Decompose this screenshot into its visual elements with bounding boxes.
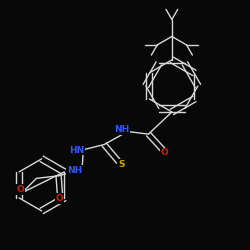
Text: O: O: [161, 148, 169, 157]
Text: NH: NH: [67, 166, 82, 175]
Text: S: S: [118, 160, 125, 168]
Text: O: O: [16, 185, 24, 194]
Text: NH: NH: [114, 125, 130, 134]
Text: O: O: [56, 194, 63, 203]
Text: HN: HN: [69, 146, 84, 155]
